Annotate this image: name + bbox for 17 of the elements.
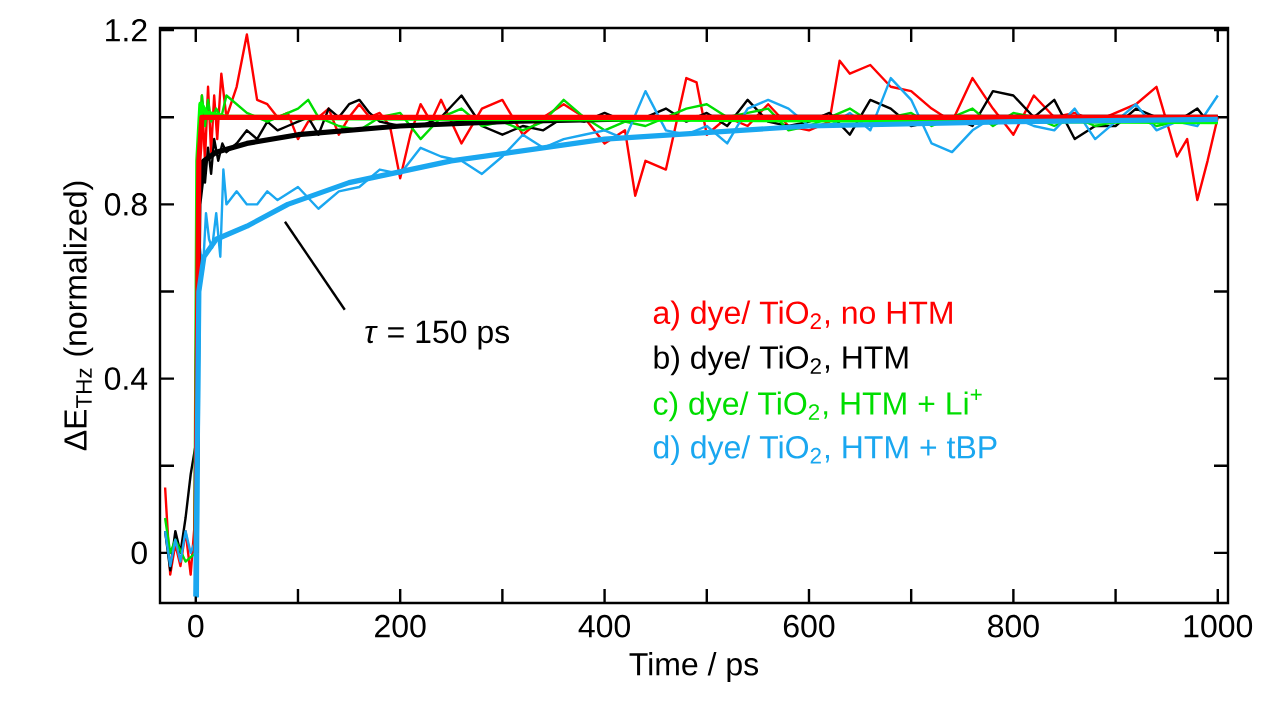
text: b) dye/ TiO$_{2}$, HTM [654, 345, 908, 376]
y-axis-title: ΔE$_{THz}$ (normalized) [63, 181, 94, 451]
text: a) dye/ TiO$_{2}$, no HTM [653, 300, 952, 331]
y-tick-label: 0.4 [104, 367, 148, 390]
annotation: τ = 150 ps [365, 320, 510, 350]
x-tick-label: 1000 [1184, 614, 1253, 638]
x-tick-label: 0 [188, 614, 204, 638]
x-axis-title: Time / ps [629, 652, 759, 682]
y-tick-label: 1.2 [106, 19, 147, 42]
x-tick-label: 200 [375, 614, 426, 638]
y-tick-label: 0 [131, 541, 147, 565]
x-tick-label: 600 [783, 614, 835, 638]
x-tick-label: 800 [988, 614, 1039, 638]
x-tick-label: 400 [578, 614, 630, 638]
text: c) dye/ TiO$_{2}$, HTM + Li$^{+}$ [653, 389, 982, 422]
text: d) dye/ TiO$_{2}$, HTM + tBP [653, 435, 997, 465]
y-tick-label: 0.8 [104, 193, 147, 216]
